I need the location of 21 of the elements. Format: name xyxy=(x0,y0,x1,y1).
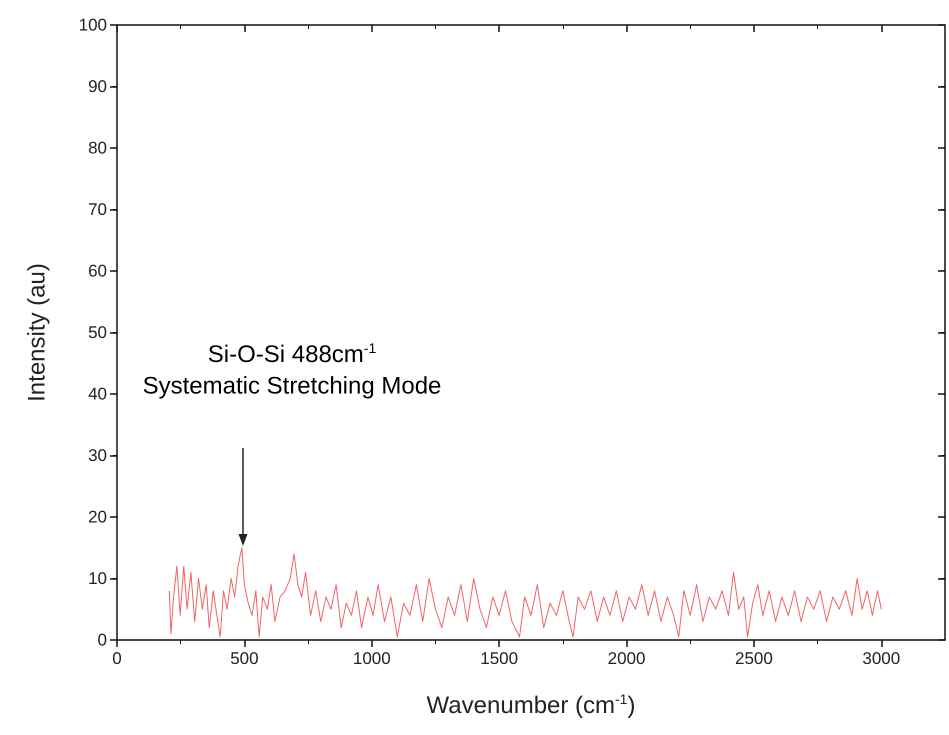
x-tick-label: 2000 xyxy=(608,649,646,668)
y-axis-title: Intensity (au) xyxy=(24,263,50,402)
y-tick-label: 100 xyxy=(78,16,107,34)
y-tick-label: 80 xyxy=(88,138,107,158)
y-tick-label: 50 xyxy=(88,323,107,342)
y-tick-label: 0 xyxy=(98,630,107,650)
y-tick-label: 10 xyxy=(88,569,107,588)
x-tick-label: 3000 xyxy=(862,649,900,668)
x-tick-label: 2500 xyxy=(735,649,773,668)
y-tick-label: 30 xyxy=(88,446,107,465)
y-tick-label: 40 xyxy=(88,384,107,404)
y-tick-label: 70 xyxy=(88,200,107,219)
y-tick-label: 60 xyxy=(88,262,107,280)
annotation: Systematic Stretching Mode xyxy=(142,372,442,400)
x-tick-label: 0 xyxy=(112,649,122,668)
y-tick-label: 90 xyxy=(88,77,107,96)
x-tick-label: 500 xyxy=(230,649,259,668)
y-tick-label: 20 xyxy=(88,508,107,526)
x-tick-label: 1000 xyxy=(352,649,391,668)
x-tick-label: 1500 xyxy=(480,649,518,668)
line-series xyxy=(168,547,882,638)
